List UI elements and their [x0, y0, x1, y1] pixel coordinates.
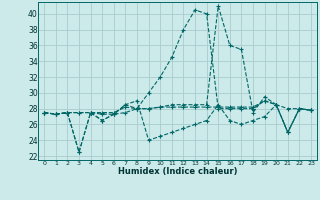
X-axis label: Humidex (Indice chaleur): Humidex (Indice chaleur): [118, 167, 237, 176]
